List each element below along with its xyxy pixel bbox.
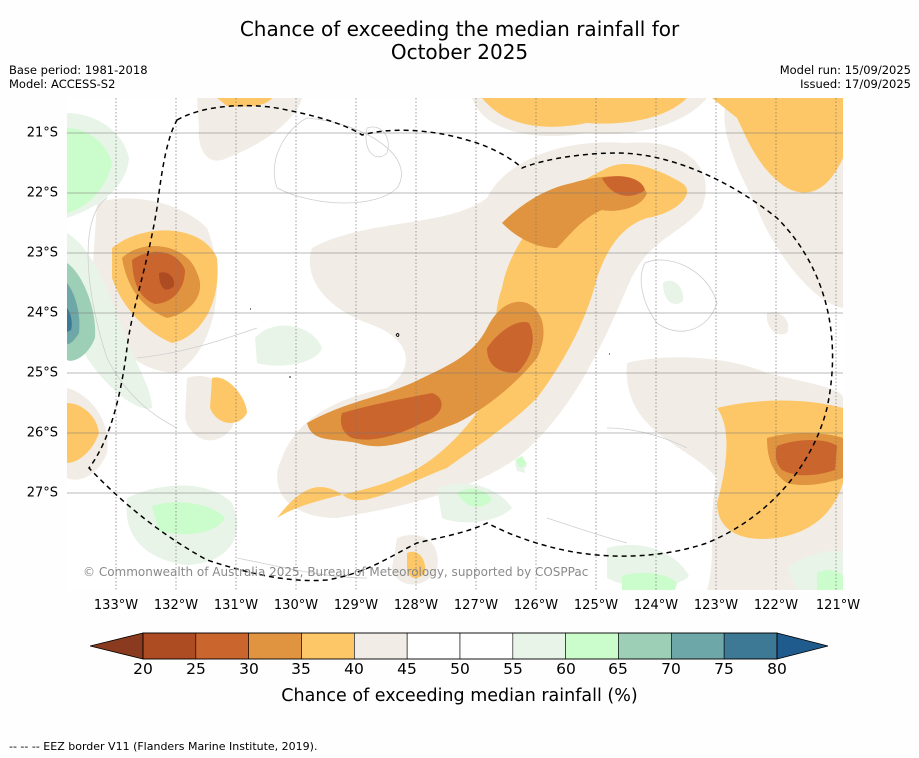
colorbar-cell <box>723 632 778 660</box>
issued-date: Issued: 17/09/2025 <box>800 77 911 91</box>
eez-border <box>88 104 834 582</box>
eez-footnote: -- -- -- EEZ border V11 (Flanders Marine… <box>9 740 318 753</box>
lon-label-131w: 131°W <box>213 598 259 613</box>
map-title: Chance of exceeding the median rainfall … <box>0 18 919 64</box>
colorbar-label: Chance of exceeding median rainfall (%) <box>281 686 638 706</box>
lat-label-23s: 23°S <box>26 245 58 261</box>
model-info: Base period: 1981-2018 Model: ACCESS-S2 <box>9 63 148 91</box>
lat-label-24s: 24°S <box>26 305 58 321</box>
base-period: Base period: 1981-2018 <box>9 63 148 77</box>
title-line-2: October 2025 <box>390 40 529 64</box>
colorbar-tick-35: 35 <box>291 660 311 678</box>
lon-label-121w: 121°W <box>815 598 861 613</box>
colorbar-cell <box>671 632 725 660</box>
colorbar-cells <box>142 632 778 660</box>
colorbar-tick-80: 80 <box>767 660 787 678</box>
colorbar-cell <box>512 632 566 660</box>
colorbar-tick-65: 65 <box>608 660 628 678</box>
colorbar-tick-40: 40 <box>344 660 364 678</box>
run-info: Model run: 15/09/2025 Issued: 17/09/2025 <box>780 63 911 91</box>
model-name: Model: ACCESS-S2 <box>9 77 116 91</box>
lon-label-125w: 125°W <box>573 598 619 613</box>
lon-label-130w: 130°W <box>273 598 319 613</box>
lat-label-22s: 22°S <box>26 185 58 201</box>
colorbar-cell <box>142 632 197 660</box>
title-line-1: Chance of exceeding the median rainfall … <box>239 17 680 41</box>
colorbar-tick-55: 55 <box>503 660 523 678</box>
colorbar-cell <box>565 632 619 660</box>
islands <box>250 308 610 378</box>
lon-label-133w: 133°W <box>93 598 139 613</box>
colorbar-cell <box>459 632 514 660</box>
colorbar-tick-20: 20 <box>133 660 153 678</box>
band-65-80 <box>67 263 96 361</box>
longitude-grid <box>115 98 837 590</box>
lat-label-21s: 21°S <box>26 125 58 141</box>
lat-label-27s: 27°S <box>26 485 58 501</box>
colorbar-under-arrow <box>90 632 144 660</box>
colorbar-cell <box>618 632 672 660</box>
lat-label-26s: 26°S <box>26 425 58 441</box>
grid-lines <box>67 132 843 494</box>
colorbar-tick-60: 60 <box>556 660 576 678</box>
rainfall-map <box>67 98 843 590</box>
colorbar-tick-50: 50 <box>450 660 470 678</box>
colorbar-cell <box>354 632 408 660</box>
colorbar-cell <box>195 632 249 660</box>
colorbar-tick-75: 75 <box>714 660 734 678</box>
lon-label-124w: 124°W <box>633 598 679 613</box>
colorbar-cell <box>406 632 461 660</box>
lon-label-132w: 132°W <box>153 598 199 613</box>
lon-label-122w: 122°W <box>753 598 799 613</box>
colorbar-tick-25: 25 <box>186 660 206 678</box>
colorbar <box>90 632 829 660</box>
lon-label-127w: 127°W <box>453 598 499 613</box>
colorbar-tick-45: 45 <box>397 660 417 678</box>
lat-label-25s: 25°S <box>26 365 58 381</box>
colorbar-cell <box>248 632 302 660</box>
colorbar-frame <box>142 632 778 660</box>
lon-label-128w: 128°W <box>393 598 439 613</box>
colorbar-tick-30: 30 <box>239 660 259 678</box>
colorbar-over-arrow <box>776 632 829 660</box>
copyright-notice: © Commonwealth of Australia 2025, Bureau… <box>83 565 589 579</box>
lon-label-126w: 126°W <box>513 598 559 613</box>
colorbar-cell <box>301 632 355 660</box>
band-20-25 <box>159 272 175 290</box>
model-run-date: Model run: 15/09/2025 <box>779 63 911 77</box>
colorbar-tick-70: 70 <box>661 660 681 678</box>
lon-label-123w: 123°W <box>693 598 739 613</box>
lon-label-129w: 129°W <box>333 598 379 613</box>
contour-lines <box>87 117 718 579</box>
